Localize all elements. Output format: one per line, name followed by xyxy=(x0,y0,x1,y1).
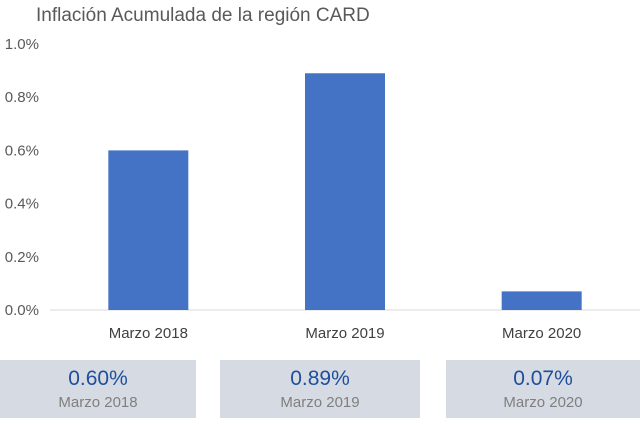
summary-card-2019: 0.89% Marzo 2019 xyxy=(220,360,420,418)
y-tick-label: 0.8% xyxy=(5,89,39,106)
summary-card-label: Marzo 2018 xyxy=(58,394,138,411)
summary-card-2018: 0.60% Marzo 2018 xyxy=(0,360,196,418)
bar xyxy=(501,291,582,310)
bars xyxy=(108,73,582,310)
y-tick-label: 0.2% xyxy=(5,249,39,266)
bar xyxy=(305,73,385,310)
summary-card-label: Marzo 2020 xyxy=(503,394,583,411)
chart-title: Inflación Acumulada de la región CARD xyxy=(36,5,370,26)
y-tick-label: 0.0% xyxy=(5,302,39,319)
x-tick-label: Marzo 2019 xyxy=(305,325,384,342)
summary-card-label: Marzo 2019 xyxy=(280,394,360,411)
y-tick-label: 0.6% xyxy=(5,142,39,159)
summary-card-2020: 0.07% Marzo 2020 xyxy=(446,360,640,418)
x-tick-label: Marzo 2020 xyxy=(502,325,581,342)
summary-card-value: 0.60% xyxy=(68,367,128,390)
y-tick-label: 0.4% xyxy=(5,196,39,213)
x-tick-label: Marzo 2018 xyxy=(109,325,188,342)
y-tick-label: 1.0% xyxy=(5,36,39,53)
x-axis-labels: Marzo 2018 Marzo 2019 Marzo 2020 xyxy=(109,325,582,342)
bar-chart: 0.0%0.2%0.4%0.6%0.8%1.0% Marzo 2018 Marzo… xyxy=(5,36,640,342)
summary-card-value: 0.89% xyxy=(290,367,350,390)
summary-card-value: 0.07% xyxy=(513,367,573,390)
bar xyxy=(108,150,189,310)
